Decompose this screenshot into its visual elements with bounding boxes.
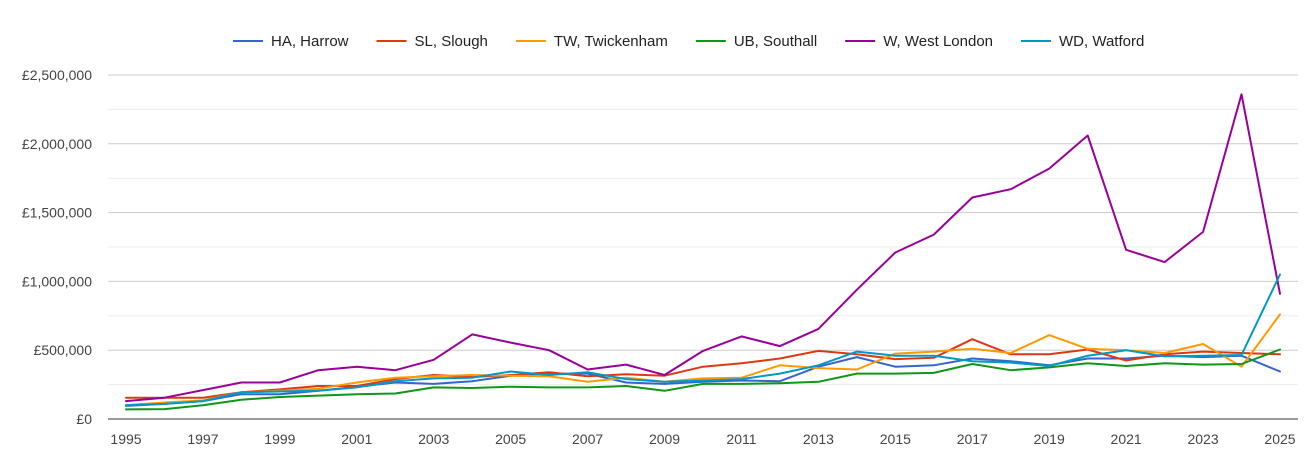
series-line-2 bbox=[125, 313, 1281, 407]
x-tick-label: 2005 bbox=[495, 431, 526, 447]
chart-gridlines bbox=[108, 74, 1298, 420]
legend-label: HA, Harrow bbox=[271, 33, 349, 50]
y-tick-label: £2,000,000 bbox=[22, 136, 92, 152]
x-tick-label: 2019 bbox=[1034, 431, 1065, 447]
x-axis-tick-labels: 1995 1997 1999 2001 2003 2005 2007 2009 2011 2013… bbox=[110, 431, 1295, 447]
x-tick-label: 2001 bbox=[341, 431, 372, 447]
x-tick-label: 2023 bbox=[1187, 431, 1218, 447]
x-tick-label: 1999 bbox=[264, 431, 295, 447]
legend-label: SL, Slough bbox=[415, 33, 488, 50]
legend-label: UB, Southall bbox=[734, 33, 817, 50]
x-tick-label: 2003 bbox=[418, 431, 449, 447]
x-tick-label: 2009 bbox=[649, 431, 680, 447]
series-line-5 bbox=[125, 273, 1281, 407]
x-tick-label: 2011 bbox=[726, 431, 756, 447]
series-line-4 bbox=[125, 93, 1281, 403]
x-tick-label: 1997 bbox=[187, 431, 218, 447]
legend-label: TW, Twickenham bbox=[554, 33, 668, 50]
x-tick-label: 1995 bbox=[110, 431, 141, 447]
x-tick-label: 2015 bbox=[880, 431, 911, 447]
x-tick-label: 2013 bbox=[803, 431, 834, 447]
y-tick-label: £0 bbox=[76, 411, 92, 427]
series-line-3 bbox=[125, 348, 1281, 411]
y-tick-label: £500,000 bbox=[34, 342, 93, 358]
y-tick-label: £1,000,000 bbox=[22, 273, 92, 289]
legend-label: W, West London bbox=[883, 33, 993, 50]
y-tick-label: £2,500,000 bbox=[22, 67, 92, 83]
x-tick-label: 2025 bbox=[1264, 431, 1295, 447]
legend-label: WD, Watford bbox=[1059, 33, 1144, 50]
chart-legend: HA, Harrow SL, Slough TW, Twickenham UB, So… bbox=[233, 33, 1144, 50]
x-tick-label: 2007 bbox=[572, 431, 603, 447]
chart-series-lines bbox=[125, 93, 1281, 411]
y-axis-tick-labels: £0 £500,000 £1,000,000 £1,500,000 £2,000,000… bbox=[22, 67, 92, 427]
x-tick-label: 2017 bbox=[957, 431, 988, 447]
y-tick-label: £1,500,000 bbox=[22, 205, 92, 221]
x-tick-label: 2021 bbox=[1111, 431, 1142, 447]
